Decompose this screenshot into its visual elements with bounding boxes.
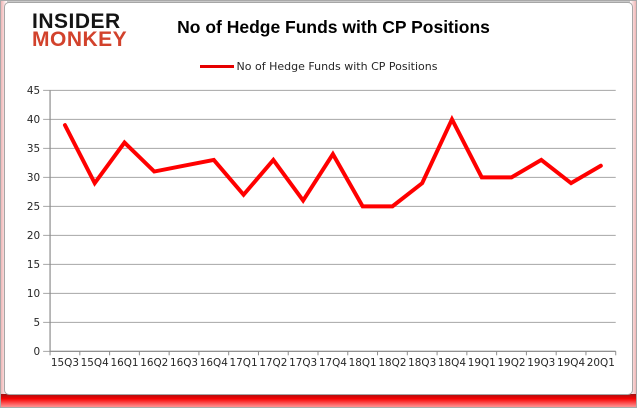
x-axis-tick-label: 18Q1: [349, 357, 377, 369]
y-axis-tick-label: 25: [27, 201, 40, 213]
y-axis-tick-label: 0: [34, 346, 41, 358]
legend-line-swatch: [199, 65, 234, 68]
y-axis-tick-label: 30: [27, 172, 40, 184]
logo-word-monkey: MONKEY: [32, 28, 128, 51]
legend-label: No of Hedge Funds with CP Positions: [236, 60, 438, 73]
y-axis-tick-label: 40: [27, 114, 40, 126]
hedge-funds-series-line: [62, 114, 603, 209]
x-axis-tick-label: 20Q1: [587, 357, 615, 369]
x-axis-tick-label: 18Q2: [378, 357, 406, 369]
line-chart: 0 5 10 15 20 25 30 35 40 45 15Q3 15Q4 16Q1 16Q2 16Q3 16…: [27, 85, 617, 369]
chart-panel: INSIDER MONKEY No of Hedge Funds with CP…: [4, 2, 633, 395]
x-axis-tick-label: 17Q3: [289, 357, 317, 369]
insider-monkey-logo: INSIDER MONKEY: [32, 10, 128, 51]
chart-legend: No of Hedge Funds with CP Positions: [5, 60, 632, 73]
y-axis-tick-label: 35: [27, 143, 40, 155]
bottom-red-glow: [1, 394, 636, 407]
x-axis-tick-label: 18Q4: [438, 357, 466, 369]
right-pink-border: [630, 1, 636, 407]
x-axis-tick-label: 18Q3: [408, 357, 436, 369]
y-axis-tick-label: 10: [27, 288, 40, 300]
x-axis-tick-label: 16Q3: [170, 357, 198, 369]
x-axis-tick-label: 17Q1: [230, 357, 258, 369]
x-axis-tick-label: 17Q4: [319, 357, 347, 369]
y-axis-tick-label: 15: [27, 259, 40, 271]
x-axis-tick-label: 19Q4: [557, 357, 585, 369]
x-axis-tick-label: 19Q1: [468, 357, 496, 369]
y-axis-tick-label: 5: [34, 317, 41, 329]
x-axis-tick-label: 19Q2: [497, 357, 525, 369]
x-axis-tick-label: 15Q3: [51, 357, 79, 369]
y-axis-tick-label: 20: [27, 230, 40, 242]
x-axis-tick-label: 16Q4: [200, 357, 228, 369]
y-axis-tick-label: 45: [27, 85, 40, 97]
x-axis-tick-label: 15Q4: [81, 357, 109, 369]
x-axis-tick-label: 16Q1: [110, 357, 138, 369]
logo-word-insider: INSIDER: [32, 10, 121, 33]
x-axis-tick-label: 16Q2: [140, 357, 168, 369]
x-axis-tick-label: 17Q2: [259, 357, 287, 369]
x-axis-tick-label: 19Q3: [527, 357, 555, 369]
chart-title: No of Hedge Funds with CP Positions: [177, 17, 490, 37]
